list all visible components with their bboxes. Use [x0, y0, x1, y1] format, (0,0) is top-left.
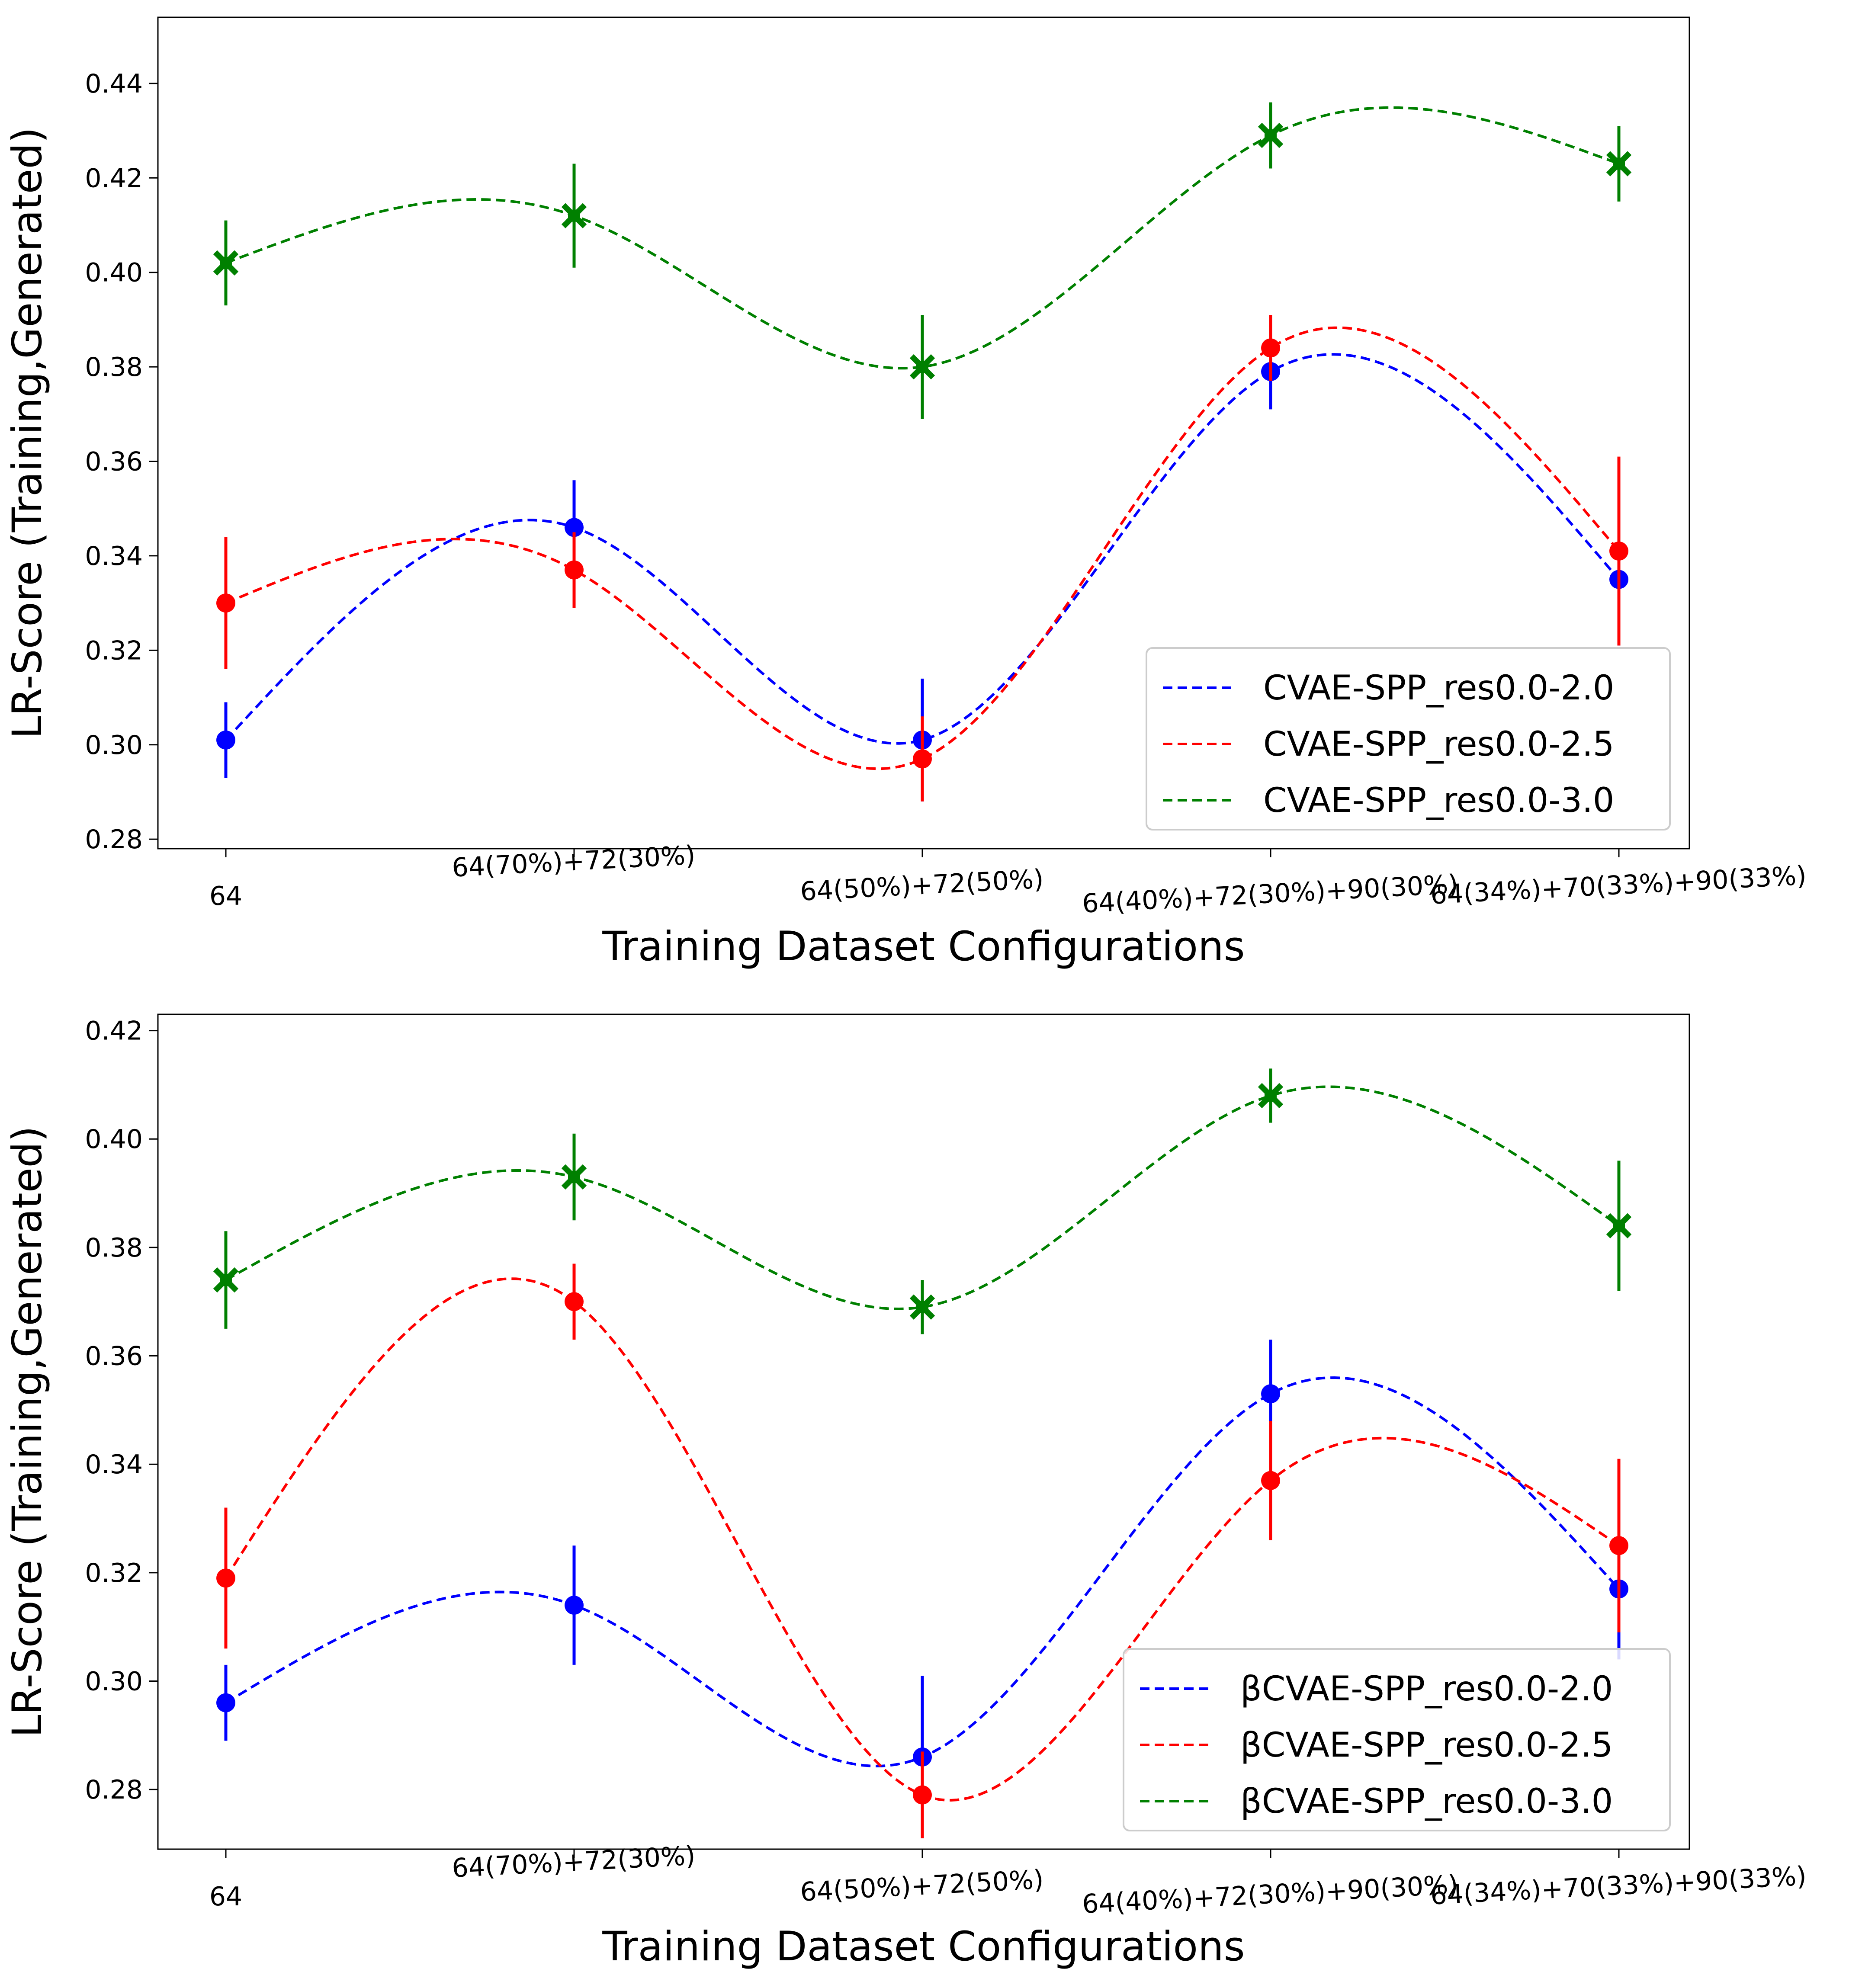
- series-2-point-3: [1258, 1083, 1284, 1109]
- y-tick-label-5: 0.38: [85, 1233, 143, 1263]
- legend-label-1: CVAE-SPP_res0.0-2.5: [1263, 725, 1614, 764]
- chart-bottom: 0.28 0.30 0.32 0.34 0.36 0.38 0.40 0.42 64 64(70%…: [4, 1013, 1807, 1970]
- legend: CVAE-SPP_res0.0-2.0 CVAE-SPP_res0.0-2.5 CV…: [1146, 647, 1671, 830]
- y-tick-label-2: 0.32: [85, 1558, 143, 1588]
- y-axis-title: LR-Score (Training,Generated): [4, 1126, 51, 1738]
- series-1-point-2: [913, 749, 932, 769]
- y-tick-label-3: 0.34: [85, 1449, 143, 1480]
- x-tick-label-0: 64: [209, 881, 242, 911]
- series-1-point-2: [913, 1785, 932, 1805]
- y-tick-label-5: 0.38: [85, 352, 143, 382]
- series-0-point-1: [565, 1596, 584, 1615]
- x-tick-label-4: 64(34%)+70(33%)+90(33%): [1430, 1861, 1807, 1911]
- y-tick-label-4: 0.36: [85, 447, 143, 477]
- y-tick-label-7: 0.42: [85, 1016, 143, 1046]
- y-tick-label-1: 0.30: [85, 730, 143, 760]
- y-tick-label-2: 0.32: [85, 635, 143, 666]
- series-1-point-3: [1261, 1471, 1280, 1490]
- series-0-point-0: [216, 1693, 235, 1712]
- series-2-point-1: [561, 1164, 587, 1190]
- y-tick-label-0: 0.28: [85, 1775, 143, 1805]
- x-tick-label-2: 64(50%)+72(50%): [799, 864, 1044, 907]
- legend-label-1: βCVAE-SPP_res0.0-2.5: [1240, 1726, 1613, 1765]
- legend: βCVAE-SPP_res0.0-2.0 βCVAE-SPP_res0.0-2.5…: [1123, 1648, 1671, 1831]
- series-1-line: [225, 326, 1620, 770]
- legend-box: [1123, 1648, 1671, 1831]
- series-1-point-0: [216, 1568, 235, 1588]
- x-tick-label-3: 64(40%)+72(30%)+90(30%): [1082, 869, 1459, 919]
- x-tick-label-4: 64(34%)+70(33%)+90(33%): [1430, 860, 1807, 910]
- y-tick-label-0: 0.28: [85, 824, 143, 855]
- series-2-point-3: [1258, 122, 1284, 148]
- series-2-point-4: [1606, 151, 1632, 176]
- series-0-point-0: [216, 730, 235, 750]
- x-tick-label-3: 64(40%)+72(30%)+90(30%): [1082, 1869, 1459, 1919]
- series-1-point-4: [1609, 542, 1628, 561]
- y-tick-label-3: 0.34: [85, 541, 143, 571]
- x-tick-label-2: 64(50%)+72(50%): [799, 1864, 1044, 1907]
- series-0-point-1: [565, 518, 584, 537]
- y-tick-label-7: 0.42: [85, 163, 143, 193]
- y-axis-title: LR-Score (Training,Generated): [4, 127, 51, 739]
- series-1-point-1: [565, 1292, 584, 1311]
- plot-frame: [157, 16, 1690, 850]
- series-2-point-0: [213, 1267, 239, 1293]
- x-axis-title: Training Dataset Configurations: [602, 923, 1245, 970]
- legend-box: [1146, 647, 1671, 830]
- x-axis-title: Training Dataset Configurations: [602, 1923, 1245, 1970]
- chart-top: 0.28 0.30 0.32 0.34 0.36 0.38 0.40 0.42 0.44 64 64…: [4, 16, 1807, 970]
- y-tick-label-6: 0.40: [85, 258, 143, 288]
- series-2-point-2: [909, 1294, 935, 1320]
- x-tick-label-1: 64(70%)+72(30%): [451, 1841, 696, 1883]
- y-tick-label-1: 0.30: [85, 1666, 143, 1696]
- y-tick-label-4: 0.36: [85, 1341, 143, 1372]
- series-0-point-3: [1261, 1384, 1280, 1404]
- series-0-line: [225, 353, 1620, 745]
- series-1-point-0: [216, 593, 235, 613]
- series-1-point-4: [1609, 1536, 1628, 1555]
- x-tick-label-1: 64(70%)+72(30%): [451, 840, 696, 883]
- series-2-line: [225, 106, 1620, 370]
- series-2-point-0: [213, 250, 239, 276]
- series-2-point-1: [561, 203, 587, 228]
- legend-label-2: CVAE-SPP_res0.0-3.0: [1263, 781, 1614, 820]
- x-tick-label-0: 64: [209, 1882, 242, 1912]
- y-tick-label-8: 0.44: [85, 69, 143, 99]
- series-2-point-2: [909, 354, 935, 380]
- series-1-point-3: [1261, 338, 1280, 358]
- series-2-line: [225, 1085, 1620, 1311]
- legend-label-0: βCVAE-SPP_res0.0-2.0: [1240, 1670, 1613, 1709]
- series-1-point-1: [565, 560, 584, 580]
- legend-label-2: βCVAE-SPP_res0.0-3.0: [1240, 1782, 1613, 1821]
- plot-frame: [157, 1013, 1690, 1850]
- series-2-point-4: [1606, 1213, 1632, 1238]
- legend-label-0: CVAE-SPP_res0.0-2.0: [1263, 669, 1614, 708]
- y-tick-label-6: 0.40: [85, 1124, 143, 1154]
